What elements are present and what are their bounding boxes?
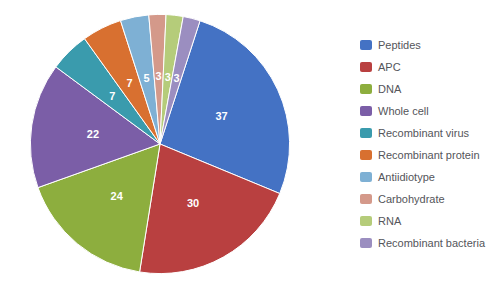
svg-text:24: 24	[111, 190, 124, 202]
svg-text:7: 7	[109, 90, 115, 102]
svg-text:3: 3	[156, 70, 162, 82]
svg-text:37: 37	[215, 110, 227, 122]
svg-text:7: 7	[126, 77, 132, 89]
svg-text:Recombinant protein: Recombinant protein	[378, 149, 480, 161]
svg-text:DNA: DNA	[378, 83, 402, 95]
svg-text:Whole cell: Whole cell	[378, 105, 429, 117]
svg-text:Carbohydrate: Carbohydrate	[378, 193, 445, 205]
svg-text:Antiidiotype: Antiidiotype	[378, 171, 435, 183]
svg-text:3: 3	[174, 72, 180, 84]
svg-text:RNA: RNA	[378, 215, 402, 227]
svg-text:APC: APC	[378, 61, 401, 73]
svg-text:Recombinant bacteria: Recombinant bacteria	[378, 237, 486, 249]
svg-text:Recombinant virus: Recombinant virus	[378, 127, 470, 139]
svg-text:3: 3	[165, 71, 171, 83]
svg-text:30: 30	[187, 197, 199, 209]
svg-text:22: 22	[87, 128, 99, 140]
svg-text:Peptides: Peptides	[378, 39, 421, 51]
svg-text:5: 5	[144, 72, 150, 84]
